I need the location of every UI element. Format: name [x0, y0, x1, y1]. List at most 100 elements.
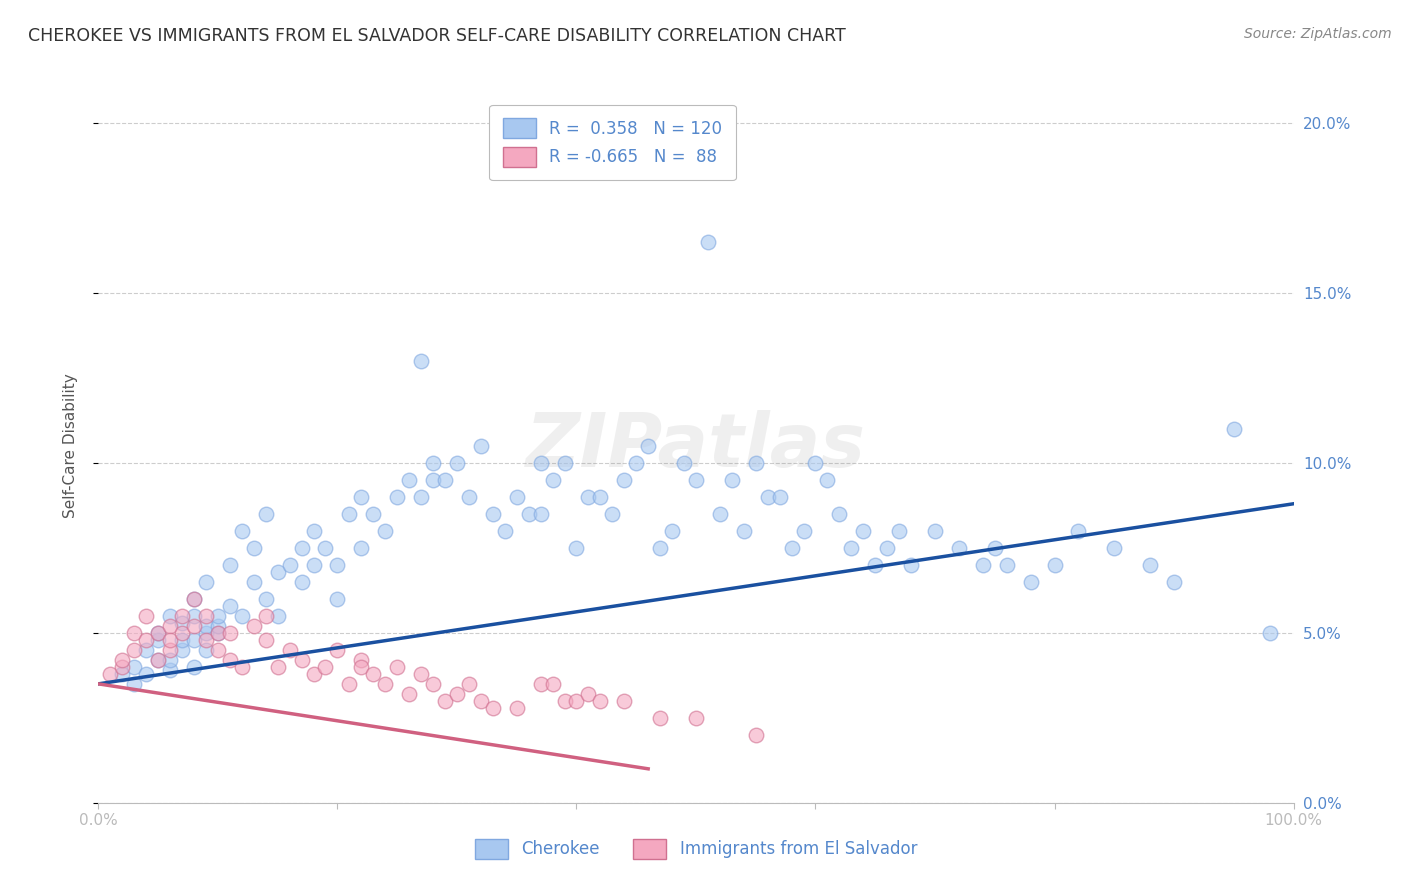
Point — [506, 700, 529, 714]
Point — [254, 632, 277, 647]
Point — [541, 473, 564, 487]
Point — [350, 653, 373, 667]
Point — [685, 711, 707, 725]
Point — [207, 626, 229, 640]
Text: CHEROKEE VS IMMIGRANTS FROM EL SALVADOR SELF-CARE DISABILITY CORRELATION CHART: CHEROKEE VS IMMIGRANTS FROM EL SALVADOR … — [28, 27, 846, 45]
Point — [124, 677, 146, 691]
Point — [589, 490, 612, 504]
Point — [363, 507, 385, 521]
Point — [900, 558, 922, 572]
Point — [697, 235, 720, 249]
Point — [815, 473, 838, 487]
Point — [745, 456, 768, 470]
Point — [995, 558, 1018, 572]
Point — [576, 687, 599, 701]
Point — [326, 591, 349, 606]
Point — [363, 666, 385, 681]
Point — [685, 473, 707, 487]
Point — [350, 660, 373, 674]
Point — [924, 524, 946, 538]
Point — [111, 666, 134, 681]
Point — [494, 524, 516, 538]
Point — [422, 473, 444, 487]
Point — [1043, 558, 1066, 572]
Point — [554, 456, 576, 470]
Point — [207, 626, 229, 640]
Point — [243, 574, 266, 589]
Point — [183, 591, 205, 606]
Point — [780, 541, 803, 555]
Point — [183, 608, 205, 623]
Point — [457, 490, 479, 504]
Point — [828, 507, 851, 521]
Point — [576, 490, 599, 504]
Point — [148, 632, 170, 647]
Point — [446, 456, 468, 470]
Point — [194, 608, 218, 623]
Point — [1222, 422, 1246, 436]
Point — [411, 666, 433, 681]
Point — [278, 643, 301, 657]
Y-axis label: Self-Care Disability: Self-Care Disability — [63, 374, 77, 518]
Point — [302, 524, 325, 538]
Point — [267, 660, 290, 674]
Point — [350, 490, 373, 504]
Point — [529, 507, 551, 521]
Point — [159, 619, 181, 633]
Point — [554, 694, 576, 708]
Point — [315, 660, 337, 674]
Point — [219, 599, 242, 613]
Point — [648, 711, 672, 725]
Point — [637, 439, 659, 453]
Point — [374, 524, 396, 538]
Point — [183, 591, 205, 606]
Point — [720, 473, 742, 487]
Point — [613, 473, 636, 487]
Point — [733, 524, 755, 538]
Point — [326, 558, 349, 572]
Point — [446, 687, 468, 701]
Point — [231, 660, 253, 674]
Point — [565, 694, 588, 708]
Point — [231, 524, 253, 538]
Point — [148, 653, 170, 667]
Point — [148, 626, 170, 640]
Point — [385, 490, 409, 504]
Point — [613, 694, 636, 708]
Point — [172, 643, 194, 657]
Point — [517, 507, 540, 521]
Point — [219, 558, 242, 572]
Point — [135, 643, 157, 657]
Legend: Cherokee, Immigrants from El Salvador: Cherokee, Immigrants from El Salvador — [468, 832, 924, 866]
Point — [398, 687, 420, 701]
Point — [135, 666, 157, 681]
Point — [852, 524, 875, 538]
Point — [422, 677, 444, 691]
Point — [98, 666, 122, 681]
Text: Source: ZipAtlas.com: Source: ZipAtlas.com — [1244, 27, 1392, 41]
Point — [326, 643, 349, 657]
Point — [422, 456, 444, 470]
Point — [756, 490, 779, 504]
Point — [793, 524, 815, 538]
Point — [194, 626, 218, 640]
Point — [745, 728, 768, 742]
Point — [804, 456, 827, 470]
Point — [984, 541, 1007, 555]
Point — [267, 565, 290, 579]
Point — [111, 653, 134, 667]
Point — [470, 439, 492, 453]
Point — [411, 354, 433, 368]
Text: ZIPatlas: ZIPatlas — [526, 409, 866, 483]
Point — [1067, 524, 1090, 538]
Point — [183, 632, 205, 647]
Point — [194, 619, 218, 633]
Point — [411, 490, 433, 504]
Point — [457, 677, 479, 691]
Point — [231, 608, 253, 623]
Point — [194, 643, 218, 657]
Point — [207, 619, 229, 633]
Point — [565, 541, 588, 555]
Point — [243, 619, 266, 633]
Point — [302, 666, 325, 681]
